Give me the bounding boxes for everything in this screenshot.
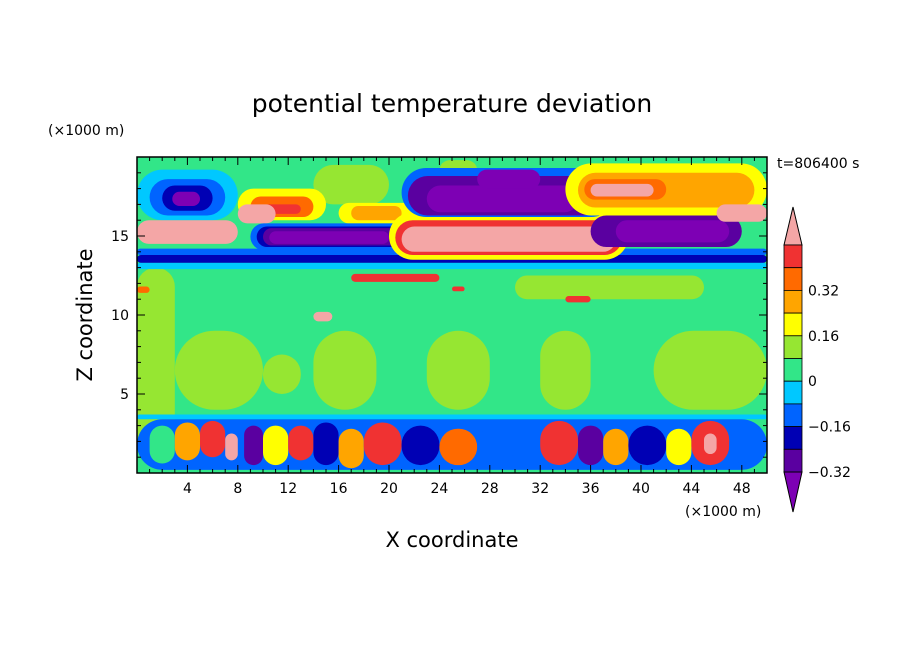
colorbar-label: −0.16 — [808, 420, 851, 436]
contour-region-43 — [351, 273, 440, 282]
contour-region-47 — [137, 286, 150, 293]
contour-region-51 — [200, 420, 226, 458]
x-tick-label: 12 — [279, 481, 297, 497]
colorbar-label: −0.32 — [808, 465, 851, 481]
contour-region-66 — [666, 428, 692, 466]
contour-region-28 — [269, 231, 389, 244]
contour-region-61 — [477, 425, 515, 466]
time-label: t=806400 s — [777, 156, 859, 172]
colorbar-swatch — [783, 403, 803, 427]
contour-region-54 — [263, 425, 289, 466]
contour-region-49 — [149, 425, 175, 464]
x-axis: 4 8 12 16 20 24 28 32 36 40 44 48 — [149, 157, 755, 497]
contour-region-57 — [338, 428, 364, 469]
contour-region-31 — [401, 226, 616, 252]
colorbar-swatch — [783, 312, 803, 337]
x-axis-label: X coordinate — [385, 528, 518, 552]
colorbar-label: 0 — [808, 374, 817, 390]
colorbar-swatch — [783, 267, 803, 291]
contour-region-64 — [603, 428, 629, 466]
contour-region-36 — [426, 185, 578, 213]
contour-region-62 — [540, 420, 578, 466]
x-tick-label: 16 — [330, 481, 348, 497]
x-tick-label: 48 — [733, 481, 751, 497]
contour-region-45 — [565, 296, 591, 303]
contour-region-55 — [288, 425, 314, 461]
contour-region-56 — [313, 422, 339, 466]
contour-region-68 — [704, 433, 717, 455]
contour-region-52 — [225, 433, 238, 461]
x-unit-label: (×1000 m) — [685, 504, 761, 520]
contour-region-42 — [716, 204, 767, 222]
contour-region-22 — [137, 220, 238, 244]
y-unit-label: (×1000 m) — [48, 123, 124, 139]
contour-region-46 — [313, 311, 333, 322]
contour-region-63 — [578, 425, 604, 466]
chart-title: potential temperature deviation — [252, 89, 652, 118]
contour-region-6 — [653, 330, 767, 410]
colorbar-top-arrow — [783, 206, 803, 246]
colorbar-swatch — [783, 244, 803, 269]
colorbar-swatch — [783, 289, 803, 314]
x-tick-label: 40 — [632, 481, 650, 497]
x-tick-label: 28 — [481, 481, 499, 497]
contour-region-41 — [590, 183, 654, 197]
contour-regions — [137, 160, 767, 470]
colorbar-bottom-arrow — [783, 471, 803, 513]
colorbar: 0.32 0.16 0 −0.16 −0.32 — [783, 206, 851, 513]
colorbar-label: 0.16 — [808, 329, 839, 345]
colorbar-swatch — [783, 380, 803, 405]
x-tick-label: 8 — [233, 481, 242, 497]
y-axis: 5 10 15 — [111, 172, 767, 458]
x-tick-label: 20 — [380, 481, 398, 497]
contour-region-1 — [174, 330, 263, 410]
contour-region-13 — [137, 414, 767, 420]
contour-region-44 — [452, 286, 465, 292]
x-tick-label: 4 — [183, 481, 192, 497]
contour-region-65 — [628, 425, 667, 466]
contour-region-24 — [351, 205, 402, 221]
y-tick-label: 10 — [111, 308, 129, 324]
contour-region-53 — [244, 425, 263, 466]
colorbar-label: 0.32 — [808, 283, 839, 299]
contour-region-4 — [426, 330, 490, 410]
contour-region-2 — [263, 354, 301, 394]
contour-region-7 — [515, 275, 704, 300]
contour-region-58 — [363, 422, 402, 466]
contour-region-37 — [477, 169, 541, 189]
contour-region-69 — [729, 425, 767, 466]
contour-region-60 — [439, 428, 478, 466]
contour-region-50 — [174, 422, 200, 461]
colorbar-swatch — [783, 358, 803, 382]
x-tick-label: 36 — [582, 481, 600, 497]
contour-region-21 — [237, 204, 276, 224]
contour-region-5 — [540, 330, 591, 410]
colorbar-swatch — [783, 335, 803, 359]
colorbar-swatch — [783, 426, 803, 450]
y-tick-label: 5 — [120, 387, 129, 403]
y-axis-label: Z coordinate — [73, 248, 97, 381]
contour-region-3 — [313, 330, 377, 410]
x-tick-label: 24 — [430, 481, 448, 497]
x-tick-label: 32 — [531, 481, 549, 497]
contour-region-33 — [615, 220, 730, 243]
contour-region-12 — [137, 262, 767, 270]
contour-region-8 — [313, 164, 389, 205]
contour-region-59 — [401, 425, 440, 466]
x-tick-label: 44 — [682, 481, 700, 497]
colorbar-swatch — [783, 448, 803, 473]
contour-region-17 — [172, 191, 200, 206]
y-tick-label: 15 — [111, 229, 129, 245]
